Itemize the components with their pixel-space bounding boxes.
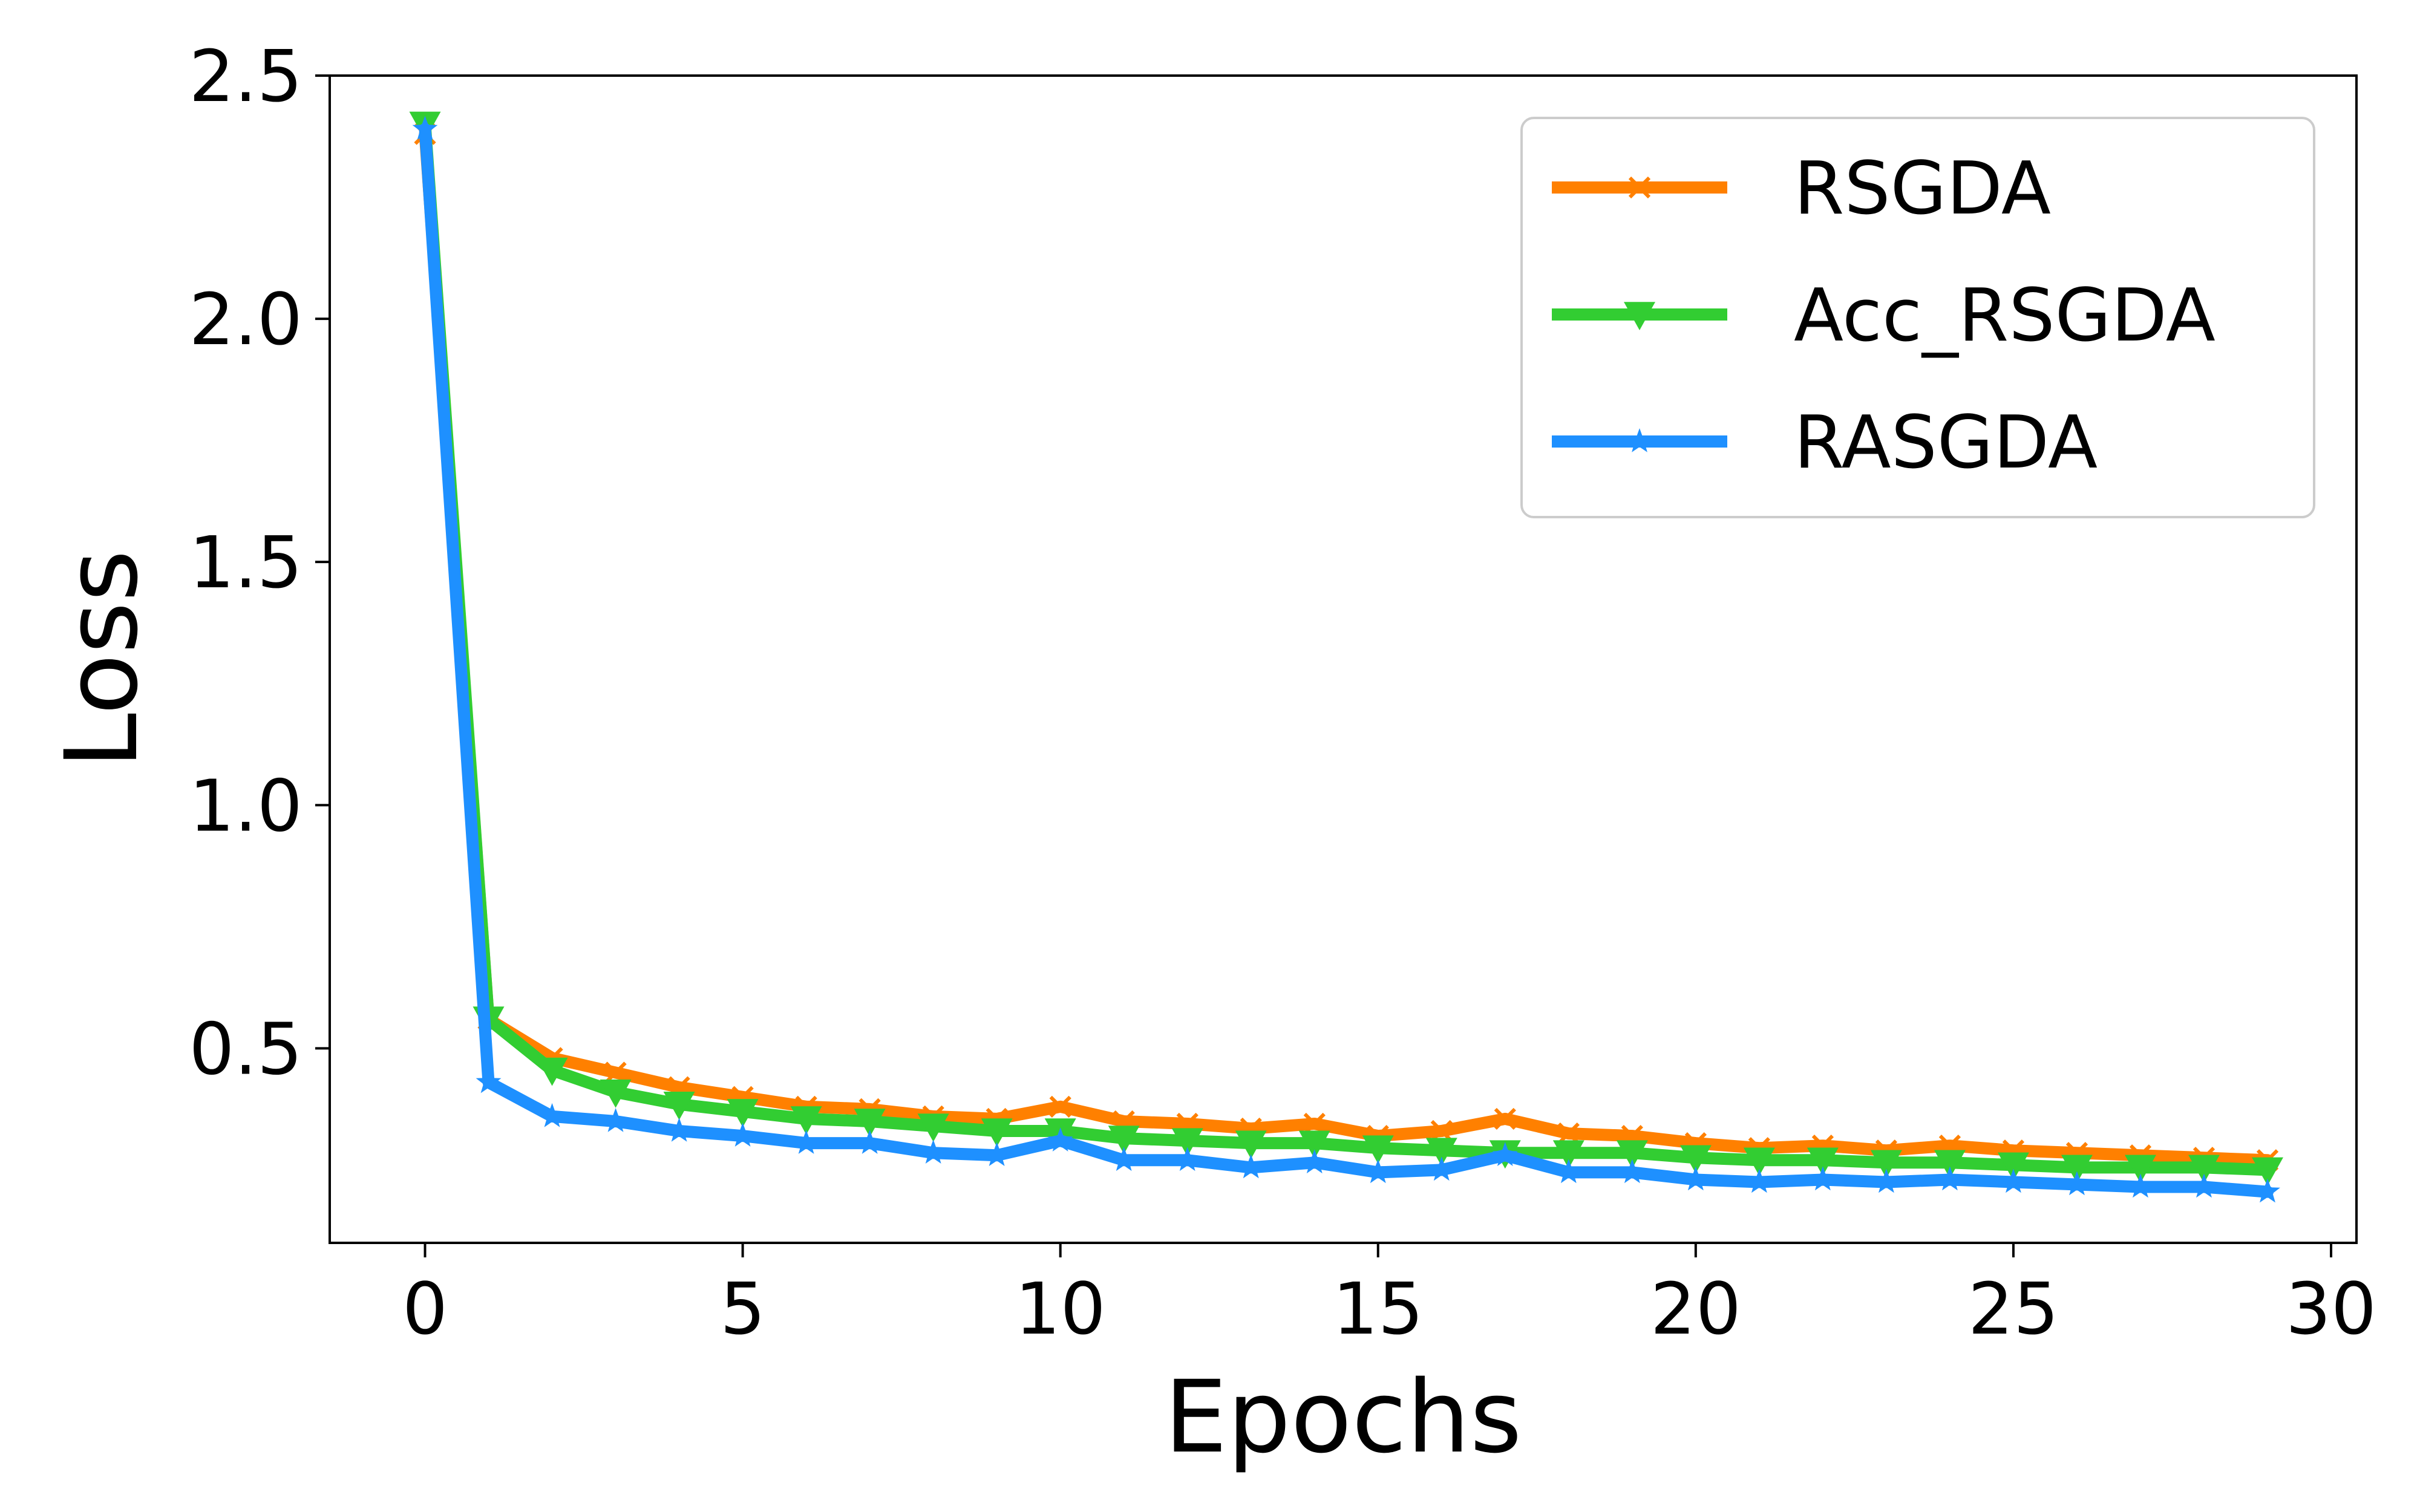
data-point-rasgda (539, 1103, 565, 1127)
data-point-rasgda (603, 1108, 629, 1132)
legend: RSGDA Acc_RSGDA RASGDA (1520, 117, 2315, 518)
data-point-acc-rsgda (917, 1113, 949, 1142)
data-point-acc-rsgda (1934, 1150, 1966, 1179)
data-point-rsgda (1557, 1122, 1580, 1145)
data-point-rasgda (2191, 1173, 2217, 1198)
legend-label-rsgda: RSGDA (1794, 147, 2051, 231)
data-point-acc-rsgda (1616, 1140, 1648, 1169)
data-point-acc-rsgda (790, 1106, 822, 1135)
data-point-rsgda (604, 1061, 627, 1084)
data-point-rasgda (2064, 1171, 2090, 1196)
data-point-rasgda (1238, 1154, 1264, 1179)
series-rasgda (412, 116, 2280, 1203)
data-point-acc-rsgda (727, 1099, 759, 1127)
data-point-rasgda (857, 1130, 883, 1154)
data-point-rasgda (2128, 1173, 2153, 1198)
legend-marker-rasgda (1627, 428, 1652, 452)
legend-item-rasgda: RASGDA (1552, 401, 2098, 485)
data-point-rasgda (666, 1118, 692, 1142)
y-axis: 0.5 1.0 1.5 2.0 2.5 (189, 34, 330, 1090)
data-point-acc-rsgda (1807, 1147, 1839, 1176)
data-point-rasgda (2255, 1178, 2280, 1203)
data-point-acc-rsgda (1171, 1128, 1203, 1157)
data-point-acc-rsgda (536, 1057, 568, 1086)
data-point-rasgda (1174, 1147, 1200, 1171)
data-point-rasgda (984, 1142, 1010, 1166)
data-point-rasgda (1365, 1159, 1391, 1184)
data-point-acc-rsgda (1552, 1140, 1584, 1169)
data-point-acc-rsgda (1235, 1130, 1267, 1159)
data-point-rasgda (1874, 1168, 1899, 1193)
data-point-acc-rsgda (981, 1118, 1013, 1147)
data-point-acc-rsgda (2061, 1155, 2093, 1184)
data-point-rasgda (2001, 1168, 2026, 1193)
series-line-rsgda (419, 128, 2274, 1167)
y-tick-label: 0.5 (189, 1007, 302, 1090)
data-point-rasgda (1746, 1168, 1772, 1193)
legend-marker-rsgda (1628, 176, 1651, 199)
data-point-rasgda (920, 1139, 946, 1164)
x-axis-title: Epochs (1164, 1359, 1522, 1475)
data-point-acc-rsgda (854, 1109, 886, 1137)
data-point-rasgda (730, 1123, 756, 1147)
x-axis: 0 5 10 15 20 25 30 (402, 1243, 2376, 1351)
x-tick-label: 25 (1968, 1267, 2059, 1351)
data-point-acc-rsgda (2188, 1155, 2220, 1184)
x-tick-label: 10 (1015, 1267, 1106, 1351)
x-tick-label: 20 (1650, 1267, 1741, 1351)
data-point-rasgda (1492, 1142, 1518, 1166)
series-line-acc-rsgda (419, 118, 2274, 1176)
data-point-rasgda (1555, 1159, 1581, 1184)
data-point-rsgda (1303, 1112, 1326, 1135)
data-point-acc-rsgda (2251, 1157, 2283, 1186)
series-acc-rsgda (409, 111, 2283, 1186)
data-point-rasgda (476, 1069, 502, 1093)
data-point-acc-rsgda (1870, 1150, 1902, 1179)
data-point-acc-rsgda (663, 1092, 695, 1120)
data-point-rasgda (1937, 1166, 1963, 1191)
data-point-acc-rsgda (1997, 1152, 2029, 1181)
data-point-rasgda (1810, 1166, 1836, 1191)
y-axis-title: Loss (44, 550, 160, 769)
data-point-rsgda (1049, 1095, 1071, 1118)
series-line-rasgda (419, 123, 2274, 1198)
data-point-acc-rsgda (2124, 1155, 2156, 1184)
data-point-rasgda (1619, 1159, 1645, 1184)
legend-label-rasgda: RASGDA (1794, 401, 2098, 485)
data-point-rasgda (1428, 1156, 1454, 1181)
legend-item-acc-rsgda: Acc_RSGDA (1552, 274, 2216, 358)
data-point-rasgda (793, 1130, 819, 1154)
legend-box (1520, 117, 2315, 518)
x-tick-label: 0 (402, 1267, 448, 1351)
x-tick-label: 5 (720, 1267, 765, 1351)
series-layer (409, 111, 2283, 1203)
y-tick-label: 2.5 (189, 34, 302, 118)
legend-marker-acc-rsgda (1624, 302, 1655, 330)
data-point-acc-rsgda (1108, 1126, 1140, 1155)
x-tick-label: 30 (2286, 1267, 2376, 1351)
data-point-rasgda (1047, 1127, 1073, 1152)
y-tick-label: 1.0 (189, 764, 302, 847)
data-point-rasgda (1301, 1149, 1327, 1174)
data-point-acc-rsgda (1679, 1145, 1712, 1174)
data-point-rsgda (1494, 1107, 1516, 1130)
data-point-rasgda (1683, 1166, 1709, 1191)
legend-label-acc-rsgda: Acc_RSGDA (1794, 274, 2216, 358)
data-point-rasgda (412, 116, 438, 140)
data-point-acc-rsgda (1362, 1135, 1394, 1164)
legend-item-rsgda: RSGDA (1552, 147, 2051, 231)
data-point-acc-rsgda (1298, 1130, 1330, 1159)
x-tick-label: 15 (1333, 1267, 1424, 1351)
data-point-acc-rsgda (1425, 1138, 1457, 1167)
data-point-rasgda (1111, 1147, 1137, 1171)
y-tick-label: 2.0 (189, 278, 302, 361)
data-point-rsgda (1430, 1119, 1453, 1142)
data-point-acc-rsgda (1743, 1147, 1775, 1176)
y-tick-label: 1.5 (189, 521, 302, 604)
data-point-acc-rsgda (600, 1079, 632, 1108)
